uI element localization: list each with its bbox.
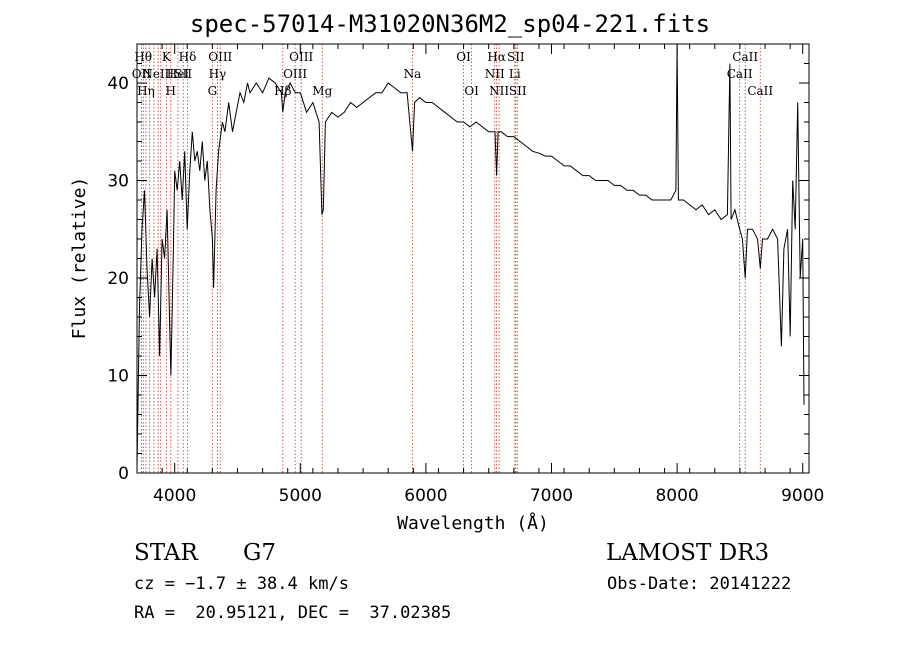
spectral-line-label: Hη bbox=[137, 84, 155, 98]
chart-title: spec-57014-M31020N36M2_sp04-221.fits bbox=[189, 10, 711, 38]
object-class: STAR bbox=[134, 540, 198, 566]
spectral-line-label: NII bbox=[489, 84, 509, 98]
spectral-line-label: H bbox=[166, 84, 176, 98]
spectral-line-label: CaII bbox=[732, 50, 758, 64]
spectral-line-label: G bbox=[208, 84, 218, 98]
subclass: G7 bbox=[243, 540, 277, 566]
x-tick-label: 6000 bbox=[404, 486, 447, 506]
x-axis-label: Wavelength (Å) bbox=[397, 512, 549, 534]
spectral-line-label: K bbox=[162, 50, 172, 64]
coordinates-text: RA = 20.95121, DEC = 37.02385 bbox=[134, 603, 452, 623]
spectral-line-label: OIII bbox=[283, 67, 307, 81]
y-tick-label: 30 bbox=[107, 172, 129, 192]
y-tick-label: 40 bbox=[107, 74, 129, 94]
observation-date: Obs-Date: 20141222 bbox=[607, 574, 792, 594]
x-tick-label: 4000 bbox=[153, 486, 196, 506]
x-tick-label: 5000 bbox=[279, 486, 322, 506]
spectral-line-label: SII bbox=[509, 84, 527, 98]
x-tick-label: 9000 bbox=[781, 486, 824, 506]
spectral-line-label: Li bbox=[509, 67, 521, 81]
spectral-line-label: NII bbox=[485, 67, 505, 81]
spectral-line-label: OIII bbox=[208, 50, 232, 64]
y-axis-ticks: 0 10 20 30 40 bbox=[107, 63, 809, 484]
x-tick-label: 7000 bbox=[530, 486, 573, 506]
spectral-line-label: CaII bbox=[747, 84, 773, 98]
x-axis-ticks: 4000 5000 6000 7000 8000 9000 bbox=[136, 44, 824, 506]
spectral-line-label: OI bbox=[464, 84, 479, 98]
redshift-text: cz = −1.7 ± 38.4 km/s bbox=[134, 574, 349, 594]
spectral-line-label: Hθ bbox=[134, 50, 152, 64]
plot-frame bbox=[136, 43, 810, 474]
spectral-line-label: SII bbox=[507, 50, 525, 64]
spectral-line-label: Mg bbox=[312, 84, 332, 98]
spectral-line-label: Hα bbox=[487, 50, 506, 64]
spectral-line-label: HeI bbox=[167, 67, 190, 81]
spectral-line-label: SII bbox=[174, 67, 192, 81]
x-tick-label: 8000 bbox=[655, 486, 698, 506]
y-tick-label: 10 bbox=[107, 367, 129, 387]
spectral-line-label: NeIII bbox=[142, 67, 174, 81]
spectral-line-label: OIII bbox=[289, 50, 313, 64]
spectral-line-markers bbox=[140, 44, 761, 473]
y-tick-label: 20 bbox=[107, 269, 129, 289]
y-axis-label: Flux (relative) bbox=[69, 177, 90, 340]
spectral-line-label: OI bbox=[456, 50, 471, 64]
spectrum-series-line bbox=[136, 43, 805, 469]
y-tick-label: 0 bbox=[118, 464, 129, 484]
survey-name: LAMOST DR3 bbox=[606, 540, 770, 566]
spectral-line-label: Na bbox=[404, 67, 422, 81]
spectral-line-label: Hδ bbox=[179, 50, 197, 64]
spectral-line-label: Hγ bbox=[209, 67, 227, 81]
spectral-line-label: CaII bbox=[727, 67, 753, 81]
